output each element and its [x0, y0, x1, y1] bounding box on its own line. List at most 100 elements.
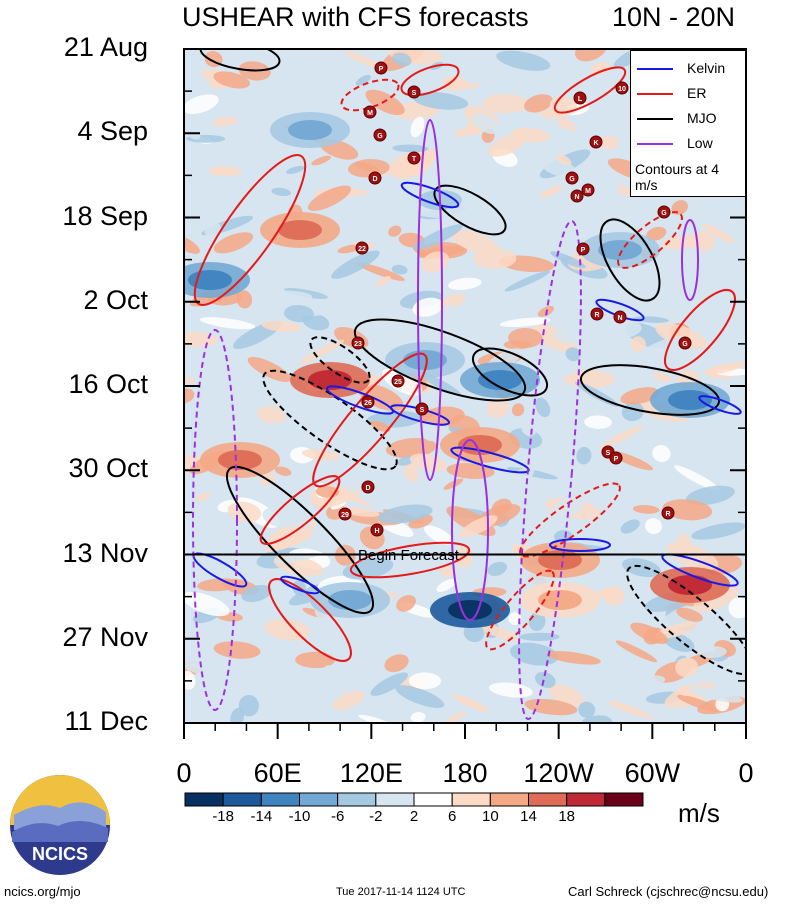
shading-blob — [584, 415, 612, 429]
colorbar-swatch — [337, 792, 377, 807]
storm-marker-label: 26 — [364, 400, 372, 407]
shading-blob — [188, 358, 214, 374]
colorbar-swatch — [222, 792, 262, 807]
shading-blob — [321, 665, 335, 684]
colorbar-label: -10 — [288, 808, 311, 825]
storm-marker — [370, 523, 384, 537]
storm-marker — [661, 506, 675, 520]
shading-core — [598, 240, 642, 260]
shading-blob — [607, 700, 653, 719]
shading-blob — [270, 637, 297, 651]
shading-blob — [620, 387, 660, 405]
footer-site: ncics.org/mjo — [4, 884, 81, 899]
er-contour — [553, 66, 627, 114]
shading-blob — [590, 62, 610, 75]
storm-marker-label: P — [581, 247, 586, 254]
storm-marker-label: G — [682, 341, 688, 348]
shading-blob — [546, 651, 601, 665]
shading-blob — [517, 516, 565, 541]
storm-marker-label: D — [365, 485, 370, 492]
shading-blob — [343, 286, 388, 308]
y-tick-label: 13 Nov — [62, 537, 148, 568]
legend-label: ER — [687, 85, 707, 101]
shading-blob — [354, 162, 380, 172]
storm-marker — [363, 105, 377, 119]
shading-blob — [702, 223, 735, 244]
storm-marker-label: H — [374, 528, 379, 535]
y-tick-label: 16 Oct — [68, 369, 148, 399]
colorbar-units: m/s — [678, 798, 720, 828]
storm-marker-label: 25 — [394, 379, 402, 386]
shading-blob — [492, 61, 506, 83]
shading-blob — [534, 671, 556, 689]
shading-blob — [392, 152, 434, 180]
shading-blob — [436, 578, 457, 592]
shading-blob — [697, 711, 717, 723]
storm-marker-label: G — [661, 210, 667, 217]
shading-blob — [566, 329, 605, 349]
storm-marker-label: G — [569, 176, 575, 183]
shading-blob — [678, 685, 693, 697]
shading-blob — [442, 76, 468, 90]
shading-blob — [487, 561, 508, 576]
shading-blob — [265, 533, 313, 553]
shading-blob — [375, 276, 391, 287]
shading-blob — [689, 686, 743, 703]
shading-blob — [674, 465, 720, 492]
shading-blob — [184, 94, 219, 115]
colorbar-swatch — [528, 792, 568, 807]
shading-core — [278, 220, 322, 240]
shading-blob — [630, 336, 646, 352]
shading-blob — [548, 684, 585, 707]
mjo-contour — [309, 336, 371, 384]
legend-label: Kelvin — [687, 60, 726, 76]
shading-blob — [488, 189, 518, 203]
storm-marker-label: D — [372, 176, 377, 183]
y-tick-label: 21 Aug — [63, 32, 148, 62]
forecast-label: Begin Forecast — [358, 547, 459, 564]
shading-blob — [377, 504, 433, 524]
storm-marker — [373, 128, 387, 142]
storm-marker-label: S — [412, 90, 417, 97]
shading-blob — [534, 392, 579, 409]
footer-author: Carl Schreck (cjschrec@ncsu.edu) — [568, 884, 769, 899]
mjo-contour — [199, 49, 281, 72]
shading-blob — [533, 104, 577, 131]
shading-blob — [472, 113, 501, 135]
storm-marker-label: S — [606, 450, 611, 457]
shading-blob — [632, 505, 660, 514]
shading-blob — [488, 134, 526, 157]
shading-blob — [699, 646, 727, 659]
legend-label: Low — [687, 135, 713, 151]
shading-blob — [496, 50, 551, 71]
shading-blob — [499, 317, 551, 328]
shading-blob — [610, 516, 623, 526]
shading-blob — [212, 116, 238, 127]
legend-swatch — [637, 93, 673, 95]
er-contour — [193, 154, 307, 306]
storm-marker — [351, 336, 365, 350]
shading-blob — [703, 361, 746, 375]
legend-swatch — [637, 118, 673, 120]
shading-blob — [283, 304, 314, 323]
shading-blob — [633, 316, 669, 323]
storm-marker-label: N — [574, 194, 579, 201]
kelvin-contour — [549, 538, 611, 552]
legend-item-kelvin: Kelvin — [635, 59, 743, 79]
storm-marker-label: 23 — [354, 341, 362, 348]
shading-blob — [286, 165, 305, 174]
shading-blob — [486, 398, 510, 418]
x-tick-label: 120E — [339, 758, 403, 788]
shading-blob — [292, 507, 312, 530]
shading-blob — [396, 595, 416, 612]
storm-marker — [609, 451, 623, 465]
shading-blob — [311, 417, 331, 437]
colorbar-label: -18 — [212, 808, 234, 825]
shading-blob — [476, 147, 489, 163]
shading-blob — [620, 519, 640, 534]
storm-marker — [415, 402, 429, 416]
storm-marker — [615, 81, 629, 95]
shading-blob — [508, 612, 522, 626]
low-contour — [681, 219, 699, 301]
